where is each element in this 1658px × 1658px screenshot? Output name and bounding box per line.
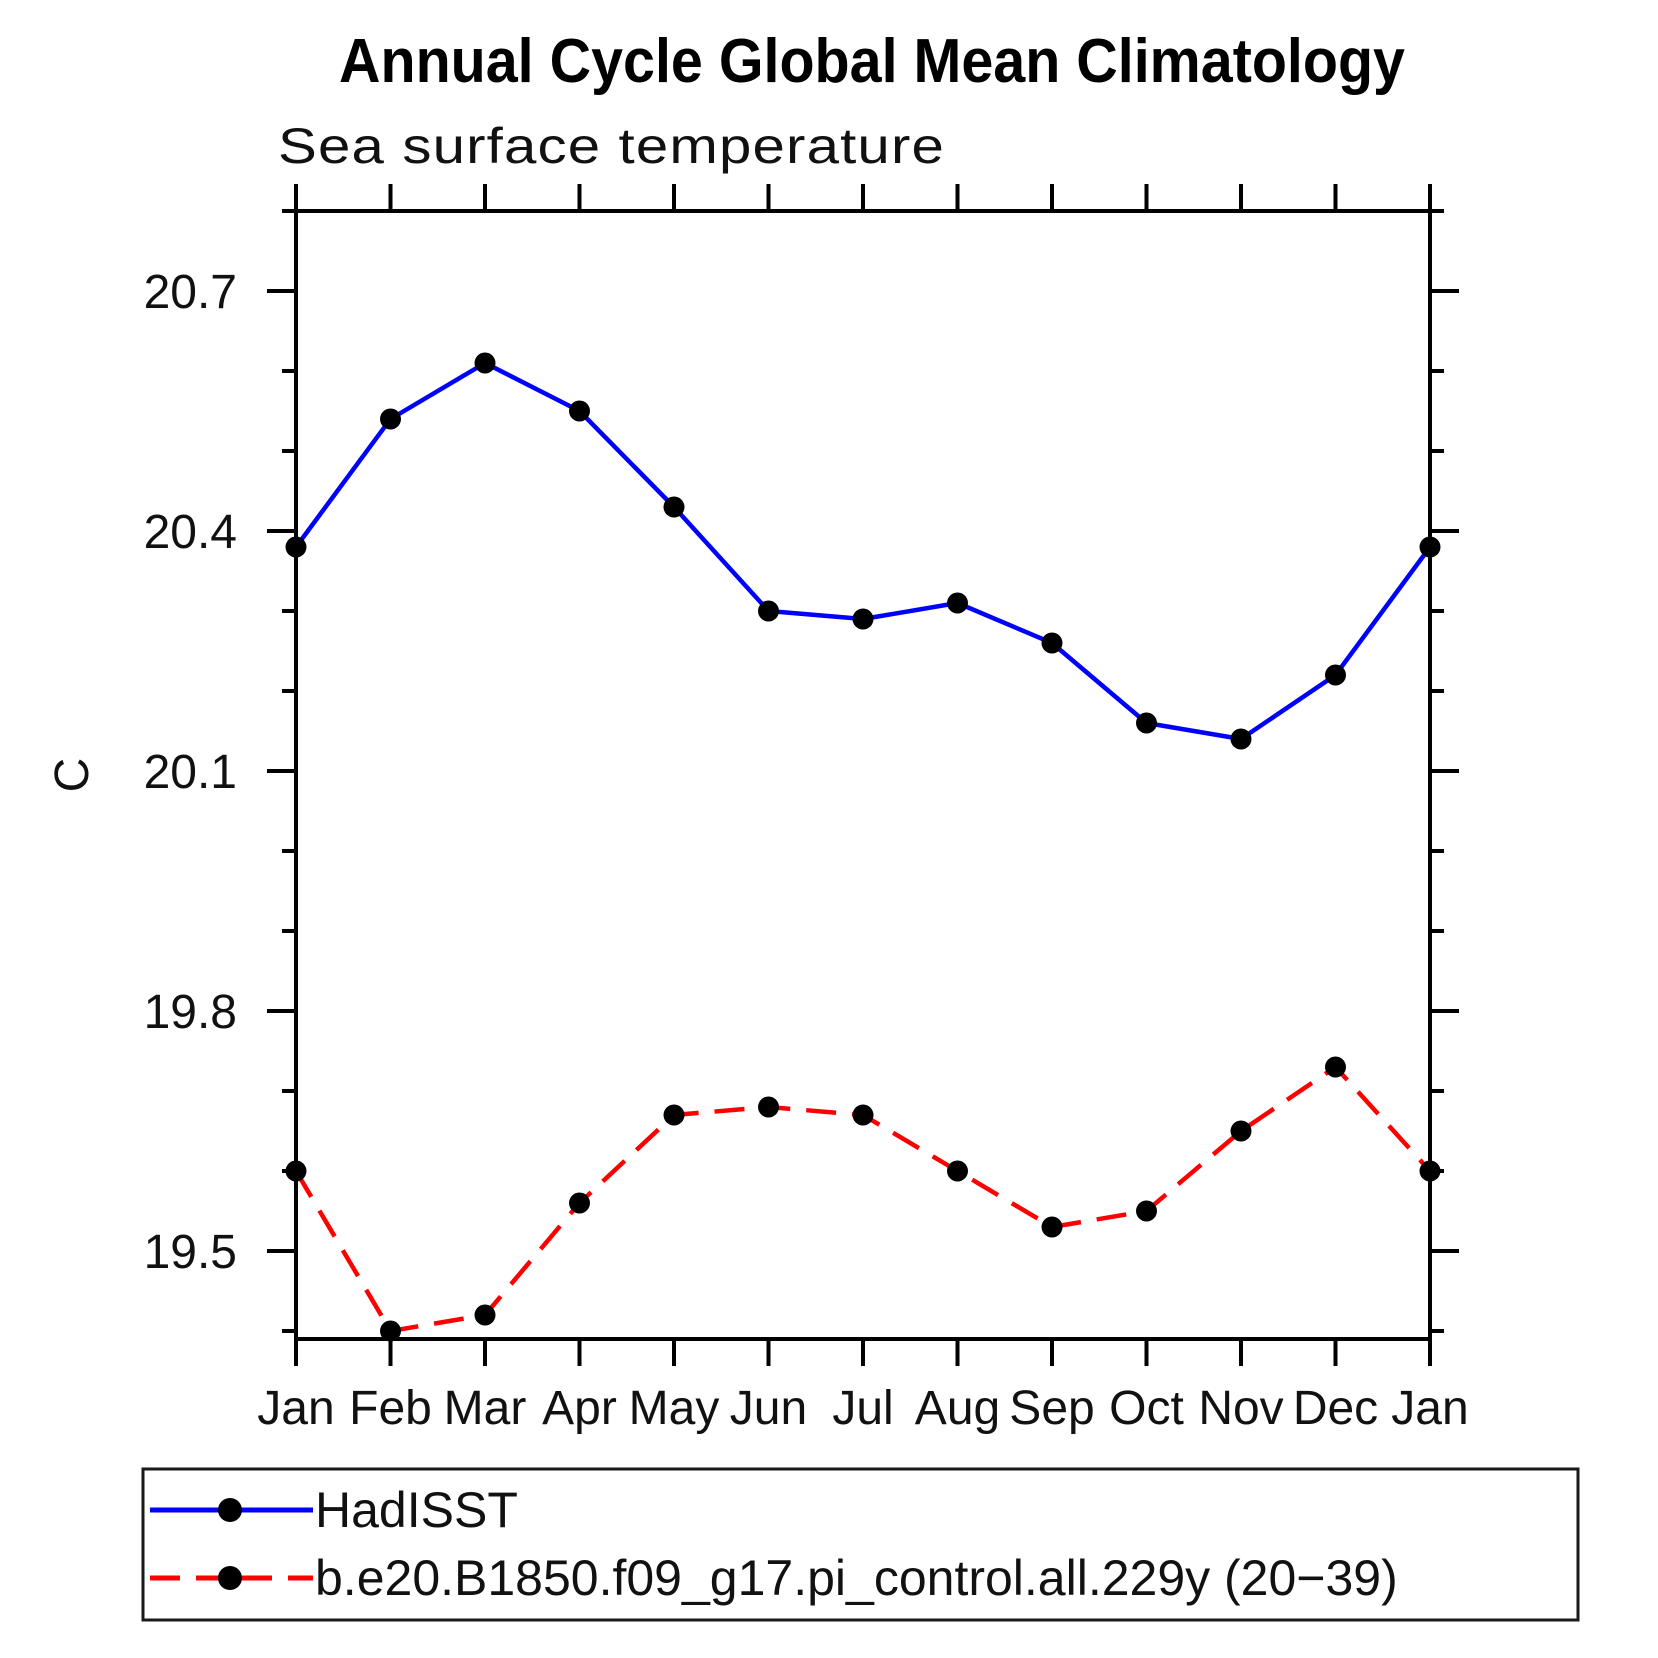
series-model-point-aug-7: [947, 1160, 968, 1182]
x-tick-label: Jun: [730, 1382, 807, 1435]
series-model-point-jan-0: [285, 1160, 307, 1182]
series-model-point-nov-10: [1230, 1120, 1252, 1142]
legend-marker-circle: [218, 1498, 242, 1522]
series-model-point-may-4: [663, 1104, 685, 1126]
x-tick-label: Jan: [257, 1382, 334, 1435]
y-tick-label: 19.5: [144, 1226, 237, 1279]
series-hadisst-point-oct-9: [1136, 712, 1157, 734]
axes-frame: [294, 209, 1432, 1341]
x-tick-label: May: [629, 1382, 720, 1435]
x-tick-label: Dec: [1293, 1382, 1378, 1435]
y-tick-label: 19.8: [144, 986, 237, 1039]
x-tick-label: Oct: [1109, 1382, 1184, 1435]
legend-box: [141, 1467, 1580, 1622]
x-tick-label: Feb: [349, 1382, 432, 1435]
series-hadisst-point-mar-2: [474, 352, 496, 374]
series-hadisst-point-may-4: [663, 496, 685, 518]
series-model-point-dec-11: [1325, 1056, 1346, 1078]
x-tick-label: Apr: [542, 1382, 617, 1435]
series-model-point-jun-5: [758, 1096, 779, 1118]
x-tick-label: Nov: [1198, 1382, 1283, 1435]
series-hadisst-point-jan-0: [285, 536, 307, 558]
legend-entry-hadisst: HadISST: [150, 1482, 518, 1538]
y-tick-label: 20.4: [144, 506, 237, 559]
series-model-point-sep-8: [1041, 1216, 1063, 1238]
y-axis-title: C: [46, 758, 99, 793]
series-hadisst-point-nov-10: [1230, 728, 1252, 750]
x-tick-label: Jan: [1391, 1382, 1468, 1435]
y-tick-label: 20.7: [144, 266, 237, 319]
chart-subtitle: Sea surface temperature: [278, 118, 945, 174]
series-hadisst-point-feb-1: [380, 408, 401, 430]
x-tick-label: Sep: [1009, 1382, 1094, 1435]
chart-title: Annual Cycle Global Mean Climatology: [339, 27, 1405, 96]
x-tick-label: Aug: [915, 1382, 1000, 1435]
series-hadisst-point-jan-12: [1419, 536, 1441, 558]
series-model-point-jul-6: [852, 1104, 874, 1126]
x-tick-label: Jul: [832, 1382, 893, 1435]
series-model-point-mar-2: [474, 1304, 496, 1326]
legend-entry-model: b.e20.B1850.f09_g17.pi_control.all.229y …: [150, 1550, 1398, 1606]
series-model-point-apr-3: [569, 1192, 590, 1214]
series-hadisst-point-apr-3: [569, 400, 590, 422]
series-model-point-oct-9: [1136, 1200, 1157, 1222]
y-tick-label: 20.1: [144, 746, 237, 799]
series-model-point-feb-1: [380, 1320, 401, 1342]
series-hadisst-line: [294, 360, 1432, 742]
legend: HadISST b.e20.B1850.f09_g17.pi_control.a…: [141, 1467, 1580, 1622]
series-hadisst-point-jun-5: [758, 600, 779, 622]
x-tick-label: Mar: [444, 1382, 527, 1435]
series-hadisst-point-aug-7: [947, 592, 968, 614]
legend-label-model: b.e20.B1850.f09_g17.pi_control.all.229y …: [315, 1550, 1398, 1606]
series-hadisst-point-sep-8: [1041, 632, 1063, 654]
legend-marker-circle: [218, 1566, 242, 1590]
series-hadisst-point-dec-11: [1325, 664, 1346, 686]
legend-label-hadisst: HadISST: [315, 1482, 518, 1538]
plot-area: 19.5 19.8 20.1 20.4 20.7 Jan Feb Mar Apr May Jun Ju…: [144, 184, 1469, 1435]
series-model-point-jan-12: [1419, 1160, 1441, 1182]
series-hadisst-point-jul-6: [852, 608, 874, 630]
